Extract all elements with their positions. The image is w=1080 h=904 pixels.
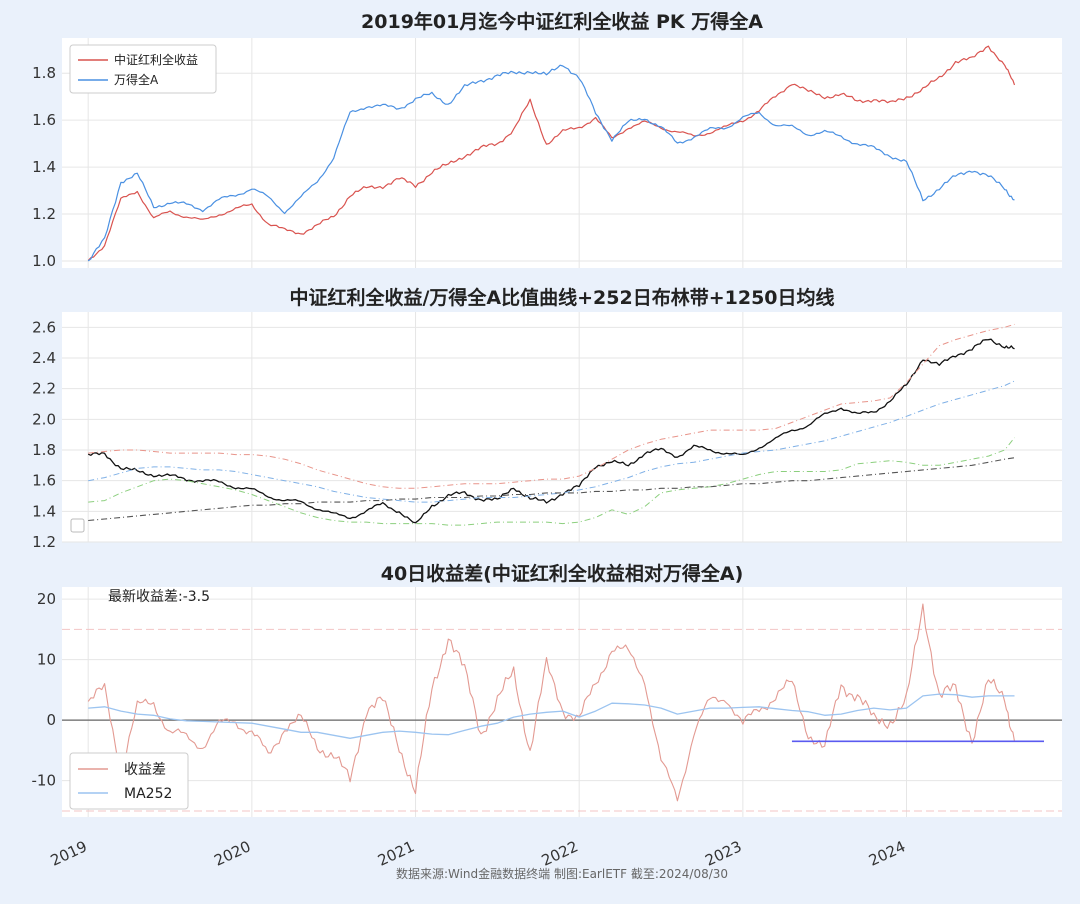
- panel-1-legend: 中证红利全收益 万得全A: [69, 44, 217, 94]
- series-line-dividend: [87, 45, 1016, 261]
- spread-line: [87, 603, 1016, 802]
- ma1250-line: [88, 457, 1015, 522]
- legend-label-wind-a: 万得全A: [114, 72, 159, 87]
- panel-2-lines: [87, 323, 1015, 526]
- y-tick-label-4: 2.0: [32, 410, 56, 428]
- panel-1-lines: [87, 45, 1016, 262]
- panel-1-title: 2019年01月迄今中证红利全收益 PK 万得全A: [361, 10, 763, 33]
- source-note: 数据来源:Wind金融数据终端 制图:EarlETF 截至:2024/08/30: [396, 866, 728, 881]
- x-tick-label-2020: 2020: [211, 837, 253, 869]
- latest-spread-annotation: 最新收益差:-3.5: [108, 589, 210, 605]
- y-tick-label-6: 2.4: [32, 349, 56, 367]
- bollinger-middle-line: [88, 380, 1015, 503]
- y-tick-label-0: 20: [37, 590, 56, 608]
- panel-3-title: 40日收益差(中证红利全收益相对万得全A): [381, 562, 744, 585]
- panel-3-background: [62, 587, 1062, 817]
- panel-2-y-ticks: 1.2 1.4 1.6 1.8 2.0 2.2 2.4 2.6: [32, 318, 56, 551]
- y-tick-label-2: 1.6: [32, 472, 56, 490]
- y-tick-label-3: 1.8: [32, 441, 56, 459]
- y-tick-label-2: 1.4: [32, 158, 56, 176]
- y-tick-label-3: -10: [32, 772, 57, 790]
- x-tick-label-2019: 2019: [48, 837, 90, 869]
- y-tick-label-1: 1.4: [32, 502, 56, 520]
- ma252-line: [88, 693, 1015, 739]
- panel-2-title: 中证红利全收益/万得全A比值曲线+252日布林带+1250日均线: [289, 286, 834, 309]
- panel-2-empty-legend: [70, 518, 85, 533]
- y-tick-label-5: 2.2: [32, 380, 56, 398]
- panel-1-y-ticks: 1.0 1.2 1.4 1.6 1.8: [32, 64, 56, 270]
- panel-1-grid: [62, 38, 1062, 268]
- y-tick-label-3: 1.6: [32, 111, 56, 129]
- legend-label-ma252: MA252: [124, 786, 172, 802]
- y-tick-label-4: 1.8: [32, 64, 56, 82]
- y-tick-label-1: 10: [37, 651, 56, 669]
- panel-1-background: [62, 38, 1062, 268]
- series-line-wind-a: [87, 64, 1015, 262]
- bollinger-lower-line: [88, 437, 1015, 526]
- x-tick-label-2023: 2023: [702, 837, 744, 869]
- x-tick-label-2022: 2022: [539, 837, 581, 869]
- legend-label-dividend: 中证红利全收益: [114, 52, 198, 67]
- legend-box-3: [69, 752, 189, 810]
- y-tick-label-0: 1.0: [32, 252, 56, 270]
- panel-2-grid: [62, 312, 1062, 543]
- panel-3-legend: 收益差 MA252: [69, 752, 189, 810]
- ratio-line: [87, 338, 1015, 524]
- bollinger-upper-line: [88, 323, 1015, 489]
- x-tick-label-2024: 2024: [866, 837, 908, 869]
- legend-box: [69, 44, 217, 94]
- panel-3-y-ticks: 20 10 0 -10: [32, 590, 57, 790]
- y-tick-label-7: 2.6: [32, 318, 56, 336]
- y-tick-label-1: 1.2: [32, 205, 56, 223]
- y-tick-label-0: 1.2: [32, 533, 56, 551]
- y-tick-label-2: 0: [46, 711, 56, 729]
- x-axis-ticks: 2019 2020 2021 2022 2023 2024: [48, 837, 909, 869]
- x-tick-label-2021: 2021: [375, 837, 417, 869]
- panel-3-lines: [62, 603, 1062, 812]
- panel-2-background: [62, 312, 1062, 542]
- legend-label-spread: 收益差: [124, 762, 166, 778]
